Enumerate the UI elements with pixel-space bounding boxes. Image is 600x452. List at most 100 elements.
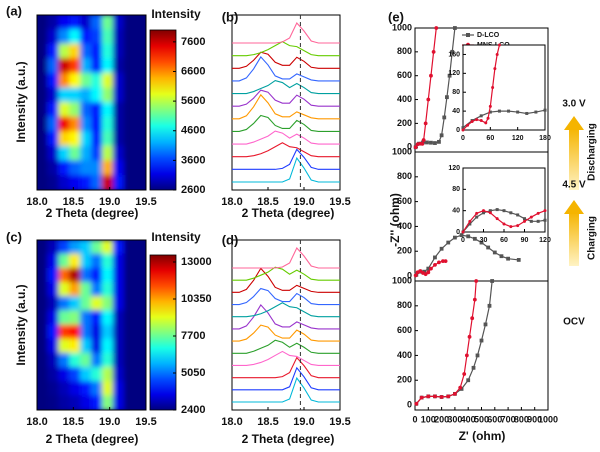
- y-tick-label: 0: [456, 229, 460, 236]
- colorbar-tick-label: 10350: [181, 293, 212, 305]
- y-tick-label: 160: [448, 51, 460, 58]
- x-tick-label: 19.0: [99, 416, 120, 428]
- xrd-curve: [232, 156, 340, 183]
- heatmap-cell: [123, 267, 136, 283]
- x-axis-label: 2 Theta (degree): [242, 432, 335, 446]
- eis-point: [475, 353, 480, 358]
- eis-point: [429, 73, 433, 78]
- eis-point: [487, 303, 492, 308]
- heatmap-cell: [134, 15, 146, 31]
- x-tick-label: 0: [412, 414, 417, 424]
- heatmap-cell: [80, 395, 92, 410]
- heatmap-cell: [80, 338, 92, 354]
- eis-point: [472, 236, 477, 241]
- y-tick-label: 800: [397, 300, 412, 310]
- y-tick-label: 40: [452, 208, 460, 215]
- heatmap-cell: [91, 131, 103, 147]
- heatmap-cell: [91, 352, 103, 368]
- x-tick-label: 900: [527, 414, 542, 424]
- y-tick-label: 120: [448, 165, 460, 172]
- eis-point: [529, 219, 533, 223]
- heatmap-cell: [112, 58, 125, 74]
- heatmap-cell: [123, 160, 136, 176]
- heatmap-cell: [69, 240, 82, 255]
- panel-label: (d): [222, 232, 239, 247]
- heatmap-cell: [37, 381, 49, 397]
- heatmap-cell: [47, 174, 60, 190]
- heatmap-cell: [134, 131, 146, 147]
- heatmap-cell: [134, 324, 146, 340]
- heatmap-cell: [91, 43, 103, 60]
- heatmap-cell: [134, 87, 146, 103]
- heatmap-cell: [112, 352, 125, 368]
- heatmap-cell: [134, 145, 146, 162]
- eis-point: [495, 208, 499, 212]
- heatmap-cell: [37, 116, 49, 133]
- heatmap-cell: [47, 296, 60, 312]
- eis-point: [484, 121, 488, 125]
- eis-point: [468, 219, 472, 223]
- eis-point: [426, 97, 431, 102]
- heatmap-cell: [123, 43, 136, 60]
- heatmap-cell: [80, 282, 92, 298]
- eis-point: [458, 385, 463, 390]
- xrd-curve: [232, 303, 340, 330]
- heatmap-cell: [58, 253, 71, 269]
- heatmap-cell: [80, 240, 92, 255]
- heatmap-cell: [37, 102, 49, 118]
- x-axis-label: 2 Theta (degree): [46, 432, 139, 446]
- y-tick-label: 1000: [392, 146, 412, 156]
- heatmap-cell: [58, 29, 71, 45]
- x-tick-label: 19.5: [329, 196, 350, 208]
- eis-point: [446, 240, 451, 245]
- eis-point: [468, 222, 472, 226]
- x-tick-label: 19.5: [135, 416, 156, 428]
- y-axis-label: -Z'' (ohm): [388, 193, 402, 247]
- heatmap-cell: [91, 102, 103, 118]
- xrd-curve: [232, 339, 340, 354]
- x-tick-label: 90: [521, 237, 529, 244]
- eis-point: [450, 49, 455, 54]
- xrd-curve: [232, 287, 340, 306]
- heatmap-cells: [37, 15, 146, 190]
- eis-point: [429, 266, 433, 271]
- heatmap-cell: [47, 352, 60, 368]
- heatmap-cell: [58, 43, 71, 60]
- heatmap-cell: [47, 145, 60, 162]
- eis-point: [461, 128, 465, 132]
- heatmap-cell: [58, 72, 71, 89]
- heatmap: [37, 240, 146, 410]
- xrd-curve: [232, 267, 340, 293]
- eis-point: [486, 245, 491, 250]
- heatmap-cell: [47, 367, 60, 383]
- heatmap-cell: [101, 58, 114, 74]
- eis-point: [491, 86, 495, 89]
- eis-point: [534, 110, 538, 114]
- heatmap-cell: [69, 282, 82, 298]
- state-annotation: OCV: [563, 317, 585, 328]
- heatmap-cell: [69, 296, 82, 312]
- y-tick-label: 400: [397, 94, 412, 104]
- eis-point: [492, 250, 497, 255]
- heatmap-cell: [91, 253, 103, 269]
- heatmap-cell: [69, 131, 82, 147]
- xrd-curve: [232, 266, 340, 281]
- eis-point: [470, 316, 475, 321]
- heatmap-cell: [80, 43, 92, 60]
- eis-point: [495, 217, 499, 221]
- heatmap-cell: [37, 253, 49, 269]
- heatmap-cell: [80, 174, 92, 190]
- heatmap-cell: [101, 145, 114, 162]
- eis-point: [445, 95, 449, 100]
- heatmap-cell: [91, 72, 103, 89]
- heatmap-cell: [101, 174, 114, 190]
- heatmap-cell: [69, 43, 82, 60]
- heatmap-cell: [91, 282, 103, 298]
- heatmap-cell: [58, 87, 71, 103]
- heatmap-cell: [101, 338, 114, 354]
- heatmap-cell: [80, 87, 92, 103]
- eis-point: [421, 138, 426, 142]
- xrd-curve: [232, 324, 340, 342]
- heatmap-cell: [134, 160, 146, 176]
- xrd-curve: [232, 142, 340, 158]
